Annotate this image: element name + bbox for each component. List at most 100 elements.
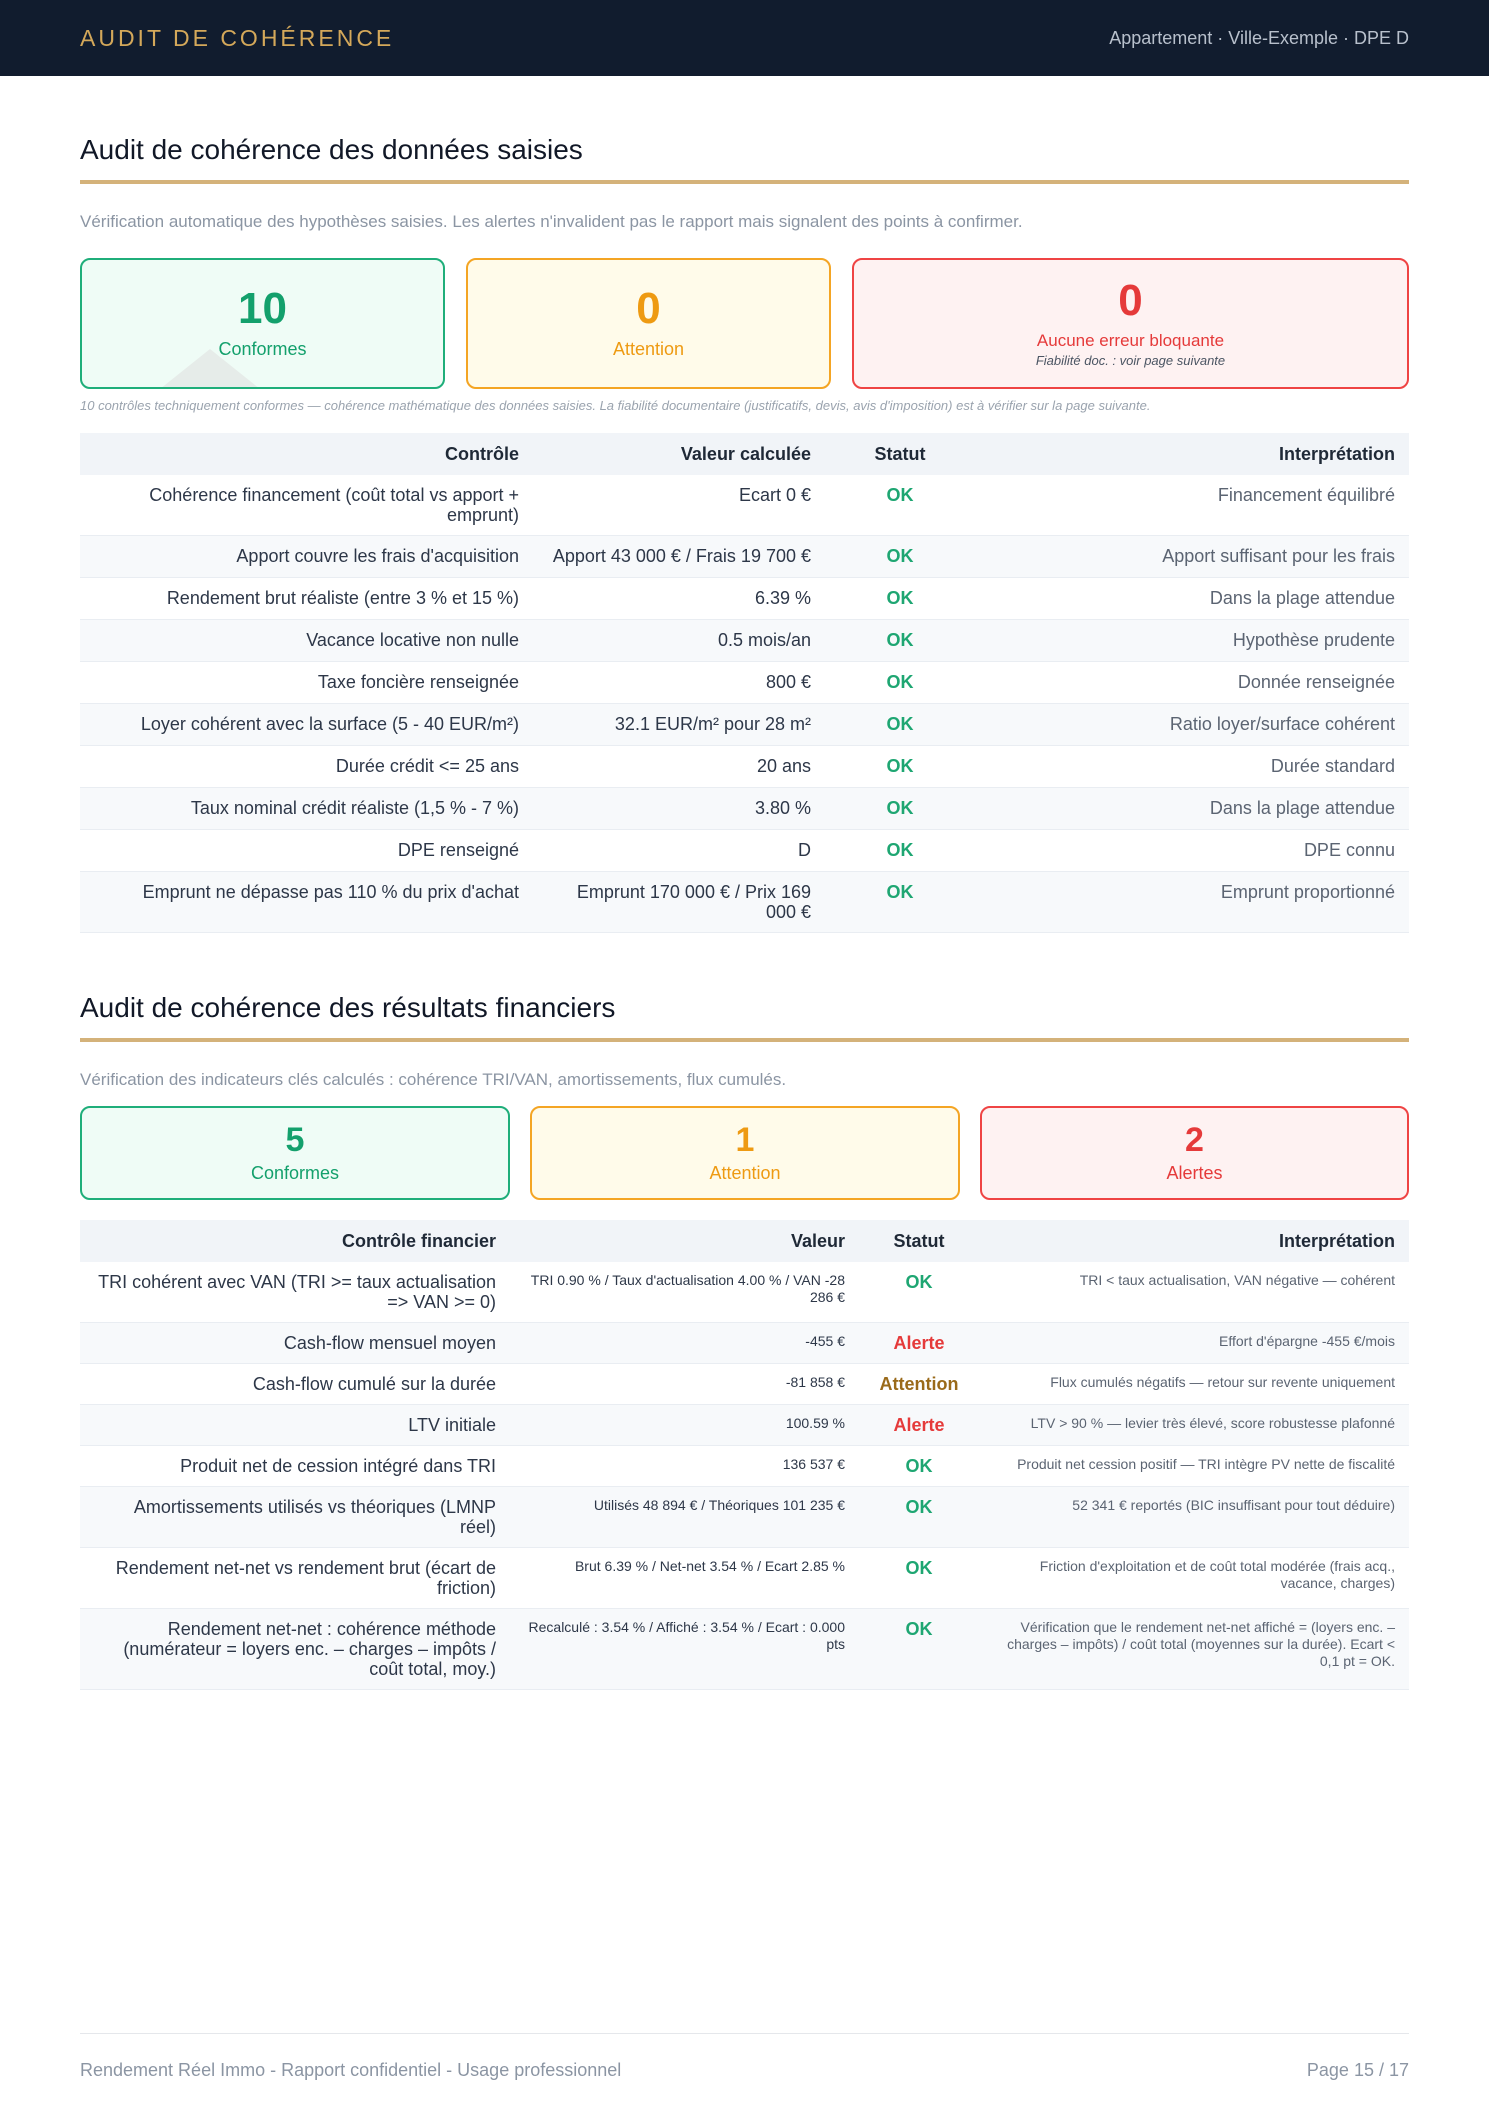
property-meta: Appartement · Ville-Exemple · DPE D bbox=[1109, 27, 1409, 48]
card-label: Aucune erreur bloquante bbox=[1036, 331, 1225, 350]
status-cell: OK bbox=[859, 1262, 979, 1323]
status-cell: Attention bbox=[859, 1363, 979, 1405]
top-bar: AUDIT DE COHÉRENCE Appartement · Ville-E… bbox=[0, 0, 1489, 76]
card-value: 0 bbox=[1118, 276, 1143, 325]
value-cell: -81 858 € bbox=[510, 1363, 859, 1405]
decorative-triangle bbox=[160, 349, 260, 387]
value-cell: 0.5 mois/an bbox=[533, 619, 825, 662]
status-cell: Alerte bbox=[859, 1322, 979, 1364]
table-row: Rendement net-net : cohérence méthode (n… bbox=[80, 1608, 1409, 1690]
control-cell: Produit net de cession intégré dans TRI bbox=[80, 1445, 510, 1487]
value-cell: -455 € bbox=[510, 1322, 859, 1364]
interpretation-cell: Donnée renseignée bbox=[975, 661, 1409, 704]
section-intro-financial-audit: Vérification des indicateurs clés calcul… bbox=[80, 1070, 787, 1089]
interpretation-cell: Produit net cession positif — TRI intègr… bbox=[979, 1445, 1409, 1487]
card-alerts: 2 Alertes bbox=[980, 1106, 1409, 1200]
interpretation-cell: TRI < taux actualisation, VAN négative —… bbox=[979, 1262, 1409, 1323]
column-header: Statut bbox=[825, 433, 975, 475]
value-cell: Apport 43 000 € / Frais 19 700 € bbox=[533, 535, 825, 578]
status-cell: OK bbox=[825, 535, 975, 578]
table-row: Taxe foncière renseignée 800 € OK Donnée re… bbox=[80, 661, 1409, 704]
card-label: Attention bbox=[612, 339, 685, 359]
column-header: Valeur calculée bbox=[533, 433, 825, 475]
control-cell: TRI cohérent avec VAN (TRI >= taux actua… bbox=[80, 1262, 510, 1323]
status-cell: OK bbox=[859, 1547, 979, 1609]
table-row: Rendement net-net vs rendement brut (éca… bbox=[80, 1547, 1409, 1609]
card-value: 1 bbox=[735, 1120, 755, 1159]
column-header: Contrôle financier bbox=[80, 1220, 510, 1262]
control-cell: Taxe foncière renseignée bbox=[80, 661, 533, 704]
interpretation-cell: DPE connu bbox=[975, 829, 1409, 872]
value-cell: 3.80 % bbox=[533, 787, 825, 830]
column-header: Contrôle bbox=[80, 433, 533, 475]
interpretation-cell: Emprunt proportionné bbox=[975, 871, 1409, 933]
card-value: 10 bbox=[238, 284, 287, 333]
section-note: 10 contrôles techniquement conformes — c… bbox=[80, 398, 1151, 413]
card-label: Conformes bbox=[250, 1162, 340, 1183]
status-cell: OK bbox=[859, 1608, 979, 1690]
control-cell: Amortissements utilisés vs théoriques (L… bbox=[80, 1486, 510, 1548]
table-row: Amortissements utilisés vs théoriques (L… bbox=[80, 1486, 1409, 1548]
control-cell: LTV initiale bbox=[80, 1404, 510, 1446]
status-cell: OK bbox=[859, 1486, 979, 1548]
card-value: 5 bbox=[285, 1120, 305, 1159]
value-cell: Brut 6.39 % / Net-net 3.54 % / Ecart 2.8… bbox=[510, 1547, 859, 1609]
status-cell: OK bbox=[825, 661, 975, 704]
value-cell: 6.39 % bbox=[533, 577, 825, 620]
interpretation-cell: Hypothèse prudente bbox=[975, 619, 1409, 662]
interpretation-cell: 52 341 € reportés (BIC insuffisant pour … bbox=[979, 1486, 1409, 1548]
value-cell: 20 ans bbox=[533, 745, 825, 788]
interpretation-cell: Durée standard bbox=[975, 745, 1409, 788]
table-row: Rendement brut réaliste (entre 3 % et 15… bbox=[80, 577, 1409, 620]
interpretation-cell: Dans la plage attendue bbox=[975, 787, 1409, 830]
table-row: Durée crédit <= 25 ans 20 ans OK Durée stan… bbox=[80, 745, 1409, 788]
section-title-data-audit: Audit de cohérence des données saisies bbox=[80, 134, 1409, 184]
card-value: 2 bbox=[1185, 1120, 1204, 1159]
control-cell: Taux nominal crédit réaliste (1,5 % - 7 … bbox=[80, 787, 533, 830]
control-cell: Emprunt ne dépasse pas 110 % du prix d'a… bbox=[80, 871, 533, 933]
value-cell: Recalculé : 3.54 % / Affiché : 3.54 % / … bbox=[510, 1608, 859, 1690]
value-cell: 32.1 EUR/m² pour 28 m² bbox=[533, 703, 825, 746]
interpretation-cell: Apport suffisant pour les frais bbox=[975, 535, 1409, 578]
interpretation-cell: Vérification que le rendement net-net af… bbox=[979, 1608, 1409, 1690]
interpretation-cell: Ratio loyer/surface cohérent bbox=[975, 703, 1409, 746]
value-cell: Ecart 0 € bbox=[533, 475, 825, 536]
report-section-brand: AUDIT DE COHÉRENCE bbox=[80, 24, 395, 51]
card-conformes: 10 Conformes bbox=[80, 258, 445, 389]
interpretation-cell: LTV > 90 % — levier très élevé, score ro… bbox=[979, 1404, 1409, 1446]
status-cell: OK bbox=[825, 871, 975, 933]
status-cell: OK bbox=[825, 745, 975, 788]
card-sublabel: Fiabilité doc. : voir page suivante bbox=[1035, 353, 1226, 368]
status-cell: Alerte bbox=[859, 1404, 979, 1446]
table-header-row: Contrôle financier Valeur Statut Interpr… bbox=[80, 1220, 1409, 1262]
table-row: Loyer cohérent avec la surface (5 - 40 E… bbox=[80, 703, 1409, 746]
table-row: Emprunt ne dépasse pas 110 % du prix d'a… bbox=[80, 871, 1409, 933]
control-cell: Durée crédit <= 25 ans bbox=[80, 745, 533, 788]
control-cell: Loyer cohérent avec la surface (5 - 40 E… bbox=[80, 703, 533, 746]
control-cell: Apport couvre les frais d'acquisition bbox=[80, 535, 533, 578]
value-cell: Utilisés 48 894 € / Théoriques 101 235 € bbox=[510, 1486, 859, 1548]
column-header: Statut bbox=[859, 1220, 979, 1262]
table-row: Cash-flow mensuel moyen -455 € Alerte Effor… bbox=[80, 1322, 1409, 1364]
financial-audit-table: Contrôle financier Valeur Statut Interpr… bbox=[80, 1220, 1409, 1690]
table-row: LTV initiale 100.59 % Alerte LTV > 90 % — l… bbox=[80, 1404, 1409, 1446]
control-cell: Cash-flow mensuel moyen bbox=[80, 1322, 510, 1364]
control-cell: Rendement net-net : cohérence méthode (n… bbox=[80, 1608, 510, 1690]
card-attention: 1 Attention bbox=[530, 1106, 960, 1200]
table-header-row: Contrôle Valeur calculée Statut Interpré… bbox=[80, 433, 1409, 475]
control-cell: Rendement net-net vs rendement brut (éca… bbox=[80, 1547, 510, 1609]
value-cell: 100.59 % bbox=[510, 1404, 859, 1446]
control-cell: Rendement brut réaliste (entre 3 % et 15… bbox=[80, 577, 533, 620]
card-label: Alertes bbox=[1166, 1162, 1223, 1183]
control-cell: DPE renseigné bbox=[80, 829, 533, 872]
control-cell: Cohérence financement (coût total vs app… bbox=[80, 475, 533, 536]
column-header: Interprétation bbox=[979, 1220, 1409, 1262]
footer-confidential-text: Rendement Réel Immo - Rapport confidenti… bbox=[80, 2060, 622, 2080]
status-cell: OK bbox=[825, 829, 975, 872]
data-audit-table: Contrôle Valeur calculée Statut Interpré… bbox=[80, 433, 1409, 933]
card-errors: 0 Aucune erreur bloquante Fiabilité doc.… bbox=[852, 258, 1409, 389]
status-cell: OK bbox=[825, 787, 975, 830]
table-row: Taux nominal crédit réaliste (1,5 % - 7 … bbox=[80, 787, 1409, 830]
card-conformes: 5 Conformes bbox=[80, 1106, 510, 1200]
status-cell: OK bbox=[825, 577, 975, 620]
